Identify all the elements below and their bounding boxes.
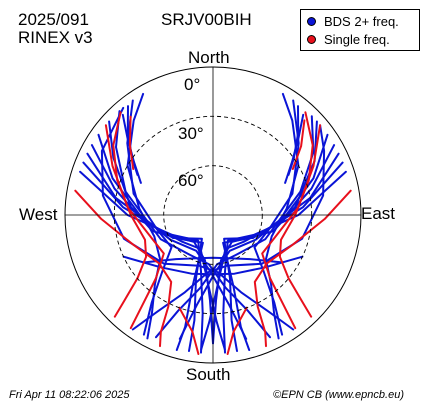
single-freq-track-1 [104,124,165,330]
bds-dual-freq-track-1 [115,110,271,339]
bds-dual-freq-track-10 [131,124,326,331]
bds-dual-freq-track-8 [126,92,162,340]
date-code: 2025/091 [18,10,89,29]
legend-label-dual: BDS 2+ freq. [324,14,399,29]
single-freq-track-0 [112,111,148,318]
single-freq-track-5 [253,189,352,348]
legend-item-dual: BDS 2+ freq. [307,14,399,29]
bds-dual-freq-track-16 [223,161,344,352]
legend-item-single: Single freq. [307,32,390,47]
bds-dual-freq-track-6 [82,161,203,352]
bds-dual-freq-track-18 [264,92,300,340]
elevation-label-60: 60° [178,171,204,190]
bds-dual-freq-track-13 [200,133,329,351]
rinex-version: RINEX v3 [18,28,93,47]
south-label: South [186,365,231,384]
credit: ©EPN CB (www.epncb.eu) [273,389,404,401]
bds-dual-freq-track-19 [253,99,300,336]
single-freq-track-3 [278,111,314,318]
west-label: West [19,205,58,224]
bds-dual-freq-track-12 [178,120,318,340]
elevation-label-0: 0° [184,75,201,94]
legend-marker-single [307,35,316,44]
single-freq-track-8 [178,306,200,355]
legend: BDS 2+ freq. Single freq. [300,9,420,51]
bds-dual-freq-track-21 [287,105,300,176]
north-label: North [188,48,230,67]
single-freq-track-9 [226,306,248,355]
bds-dual-freq-track-11 [155,115,315,339]
station-name: SRJV00BIH [161,10,252,29]
east-label: East [361,204,396,223]
satellite-tracks [74,92,352,355]
timestamp: Fri Apr 11 08:22:06 2025 [9,389,130,401]
bds-dual-freq-track-9 [126,99,173,336]
elevation-label-30: 30° [178,124,204,143]
legend-label-single: Single freq. [324,32,390,47]
legend-marker-dual [307,17,316,26]
bds-dual-freq-track-0 [100,106,295,331]
single-freq-track-2 [74,189,173,348]
single-freq-track-4 [261,124,322,330]
single-freq-track-7 [128,115,135,170]
